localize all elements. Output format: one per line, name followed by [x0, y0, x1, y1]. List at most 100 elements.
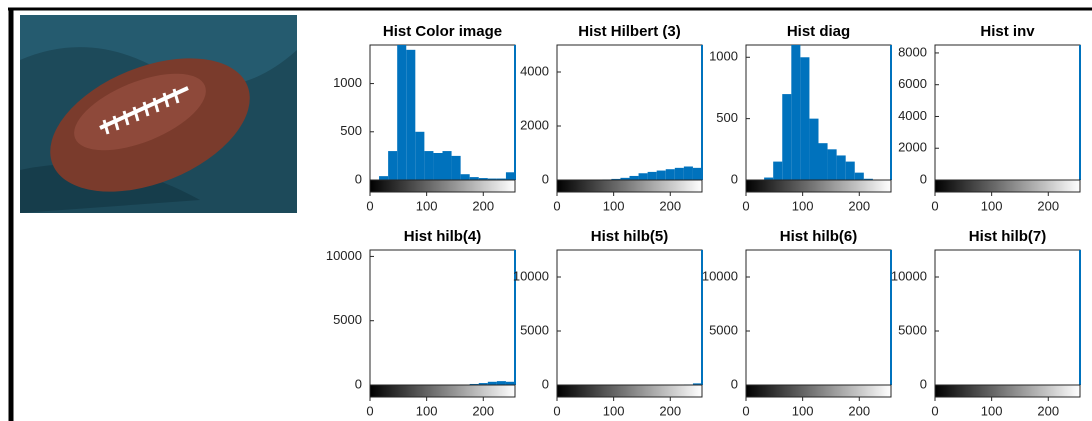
chart-title: Hist hilb(5): [591, 228, 669, 245]
chart-title: Hist Color image: [383, 23, 502, 40]
axes-background: [557, 250, 702, 385]
histogram-bar: [406, 50, 415, 180]
x-tick-label: 100: [981, 403, 1003, 418]
colorbar: [370, 385, 515, 397]
axes-background: [557, 45, 702, 180]
y-tick-label: 500: [716, 110, 738, 125]
y-tick-label: 0: [731, 376, 738, 391]
histogram-bar: [424, 151, 433, 180]
y-tick-label: 10000: [702, 268, 738, 283]
x-tick-label: 0: [366, 198, 373, 213]
x-tick-label: 0: [553, 198, 560, 213]
histogram-bar: [452, 156, 461, 180]
y-tick-label: 0: [355, 171, 362, 186]
chart-title: Hist Hilbert (3): [578, 23, 681, 40]
histogram-bar: [837, 155, 846, 180]
x-tick-label: 100: [603, 198, 625, 213]
histogram-bar: [782, 94, 791, 180]
histogram-bar: [415, 132, 424, 180]
colorbar: [935, 385, 1080, 397]
colorbar: [557, 180, 702, 192]
y-tick-label: 4000: [898, 108, 927, 123]
histogram-bar: [855, 173, 864, 180]
y-tick-label: 0: [920, 171, 927, 186]
x-tick-label: 100: [416, 198, 438, 213]
y-tick-label: 1000: [333, 75, 362, 90]
y-tick-label: 1000: [709, 49, 738, 64]
y-tick-label: 5000: [898, 322, 927, 337]
x-tick-label: 100: [792, 198, 814, 213]
colorbar: [557, 385, 702, 397]
y-tick-label: 0: [731, 171, 738, 186]
x-tick-label: 200: [472, 403, 494, 418]
x-tick-label: 200: [848, 198, 870, 213]
histogram-bar: [657, 171, 666, 180]
colorbar: [935, 180, 1080, 192]
x-tick-label: 200: [659, 403, 681, 418]
x-tick-label: 100: [416, 403, 438, 418]
histogram-bar: [639, 173, 648, 180]
axes-background: [935, 45, 1080, 180]
y-tick-label: 0: [920, 376, 927, 391]
y-tick-label: 5000: [333, 312, 362, 327]
axes-background: [746, 250, 891, 385]
histogram-bar: [791, 45, 800, 180]
x-tick-label: 0: [742, 403, 749, 418]
chart-title: Hist hilb(7): [969, 228, 1047, 245]
x-tick-label: 200: [1037, 198, 1059, 213]
histogram-bar: [684, 167, 693, 181]
x-tick-label: 0: [742, 198, 749, 213]
x-tick-label: 0: [553, 403, 560, 418]
histogram-bar: [461, 174, 470, 180]
y-tick-label: 2000: [520, 117, 549, 132]
histogram-bar: [809, 119, 818, 180]
chart-title: Hist hilb(4): [404, 228, 482, 245]
colorbar: [370, 180, 515, 192]
x-tick-label: 200: [848, 403, 870, 418]
y-tick-label: 4000: [520, 63, 549, 78]
histogram-bar: [497, 381, 506, 385]
x-tick-label: 200: [659, 198, 681, 213]
football-image: [20, 15, 297, 218]
histogram-bar: [630, 176, 639, 180]
axes-background: [370, 250, 515, 385]
histogram-bar: [693, 168, 702, 180]
x-tick-label: 200: [1037, 403, 1059, 418]
histogram-bar: [379, 176, 388, 180]
histogram-bar: [800, 57, 809, 180]
histogram-bar: [773, 162, 782, 180]
colorbar: [746, 180, 891, 192]
histogram-bar: [828, 149, 837, 180]
histogram-bar: [675, 168, 684, 180]
histogram-bar: [648, 172, 657, 180]
x-tick-label: 100: [981, 198, 1003, 213]
histogram-bar: [666, 169, 675, 180]
y-tick-label: 6000: [898, 76, 927, 91]
chart-title: Hist hilb(6): [780, 228, 858, 245]
y-tick-label: 10000: [513, 268, 549, 283]
y-tick-label: 5000: [709, 322, 738, 337]
histogram-bar: [819, 143, 828, 180]
y-tick-label: 0: [542, 171, 549, 186]
histogram-bar: [397, 45, 406, 180]
chart-title: Hist inv: [980, 23, 1035, 40]
figure: Hist Color image050010000100200Hist Hilb…: [0, 0, 1092, 421]
colorbar: [746, 385, 891, 397]
y-tick-label: 500: [340, 123, 362, 138]
x-tick-label: 0: [366, 403, 373, 418]
y-tick-label: 0: [542, 376, 549, 391]
y-tick-label: 10000: [326, 248, 362, 263]
axes-background: [935, 250, 1080, 385]
chart-title: Hist diag: [787, 23, 850, 40]
histogram-bar: [433, 153, 442, 180]
y-tick-label: 5000: [520, 322, 549, 337]
y-tick-label: 8000: [898, 44, 927, 59]
histogram-bar: [388, 151, 397, 180]
histogram-bar: [846, 162, 855, 180]
y-tick-label: 10000: [891, 268, 927, 283]
histogram-bar: [443, 151, 452, 180]
y-tick-label: 0: [355, 376, 362, 391]
histogram-bar: [506, 172, 515, 180]
x-tick-label: 200: [472, 198, 494, 213]
x-tick-label: 100: [792, 403, 814, 418]
